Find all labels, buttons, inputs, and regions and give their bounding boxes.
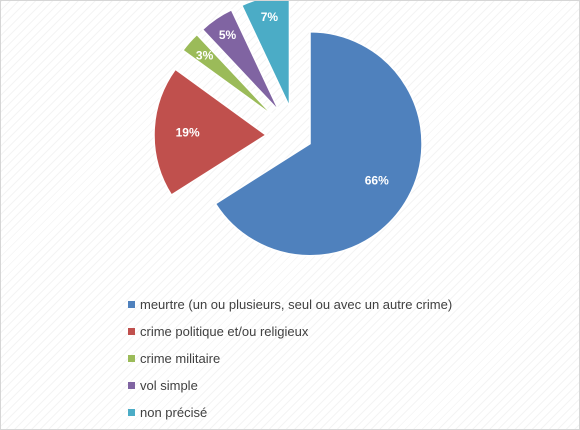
- legend-label: non précisé: [140, 405, 208, 420]
- legend-item: crime politique et/ou religieux: [128, 318, 452, 345]
- legend-label: crime militaire: [140, 351, 221, 366]
- slice-data-label: 66%: [365, 173, 389, 187]
- legend-swatch: [128, 328, 135, 335]
- legend-swatch: [128, 382, 135, 389]
- legend-label: crime politique et/ou religieux: [140, 324, 309, 339]
- slice-data-label: 5%: [219, 28, 237, 42]
- legend-item: non précisé: [128, 399, 452, 426]
- pie-slice: [181, 33, 275, 117]
- pie-slice: [153, 68, 268, 197]
- legend-label: vol simple: [140, 378, 198, 393]
- legend-item: meurtre (un ou plusieurs, seul ou avec u…: [128, 291, 452, 318]
- legend-swatch: [128, 355, 135, 362]
- pie-chart: 66% 19% 3% 5% 7%: [153, 1, 423, 257]
- legend: meurtre (un ou plusieurs, seul ou avec u…: [128, 291, 452, 426]
- legend-label: meurtre (un ou plusieurs, seul ou avec u…: [140, 297, 453, 312]
- slice-data-label: 3%: [196, 48, 214, 62]
- pie-slice: [240, 1, 291, 108]
- legend-swatch: [128, 301, 135, 308]
- legend-swatch: [128, 409, 135, 416]
- slice-data-label: 7%: [261, 10, 279, 24]
- slice-data-label: 19%: [176, 126, 200, 140]
- legend-item: vol simple: [128, 372, 452, 399]
- pie-slice: [201, 8, 280, 112]
- pie-slice: [214, 30, 423, 257]
- legend-item: crime militaire: [128, 345, 452, 372]
